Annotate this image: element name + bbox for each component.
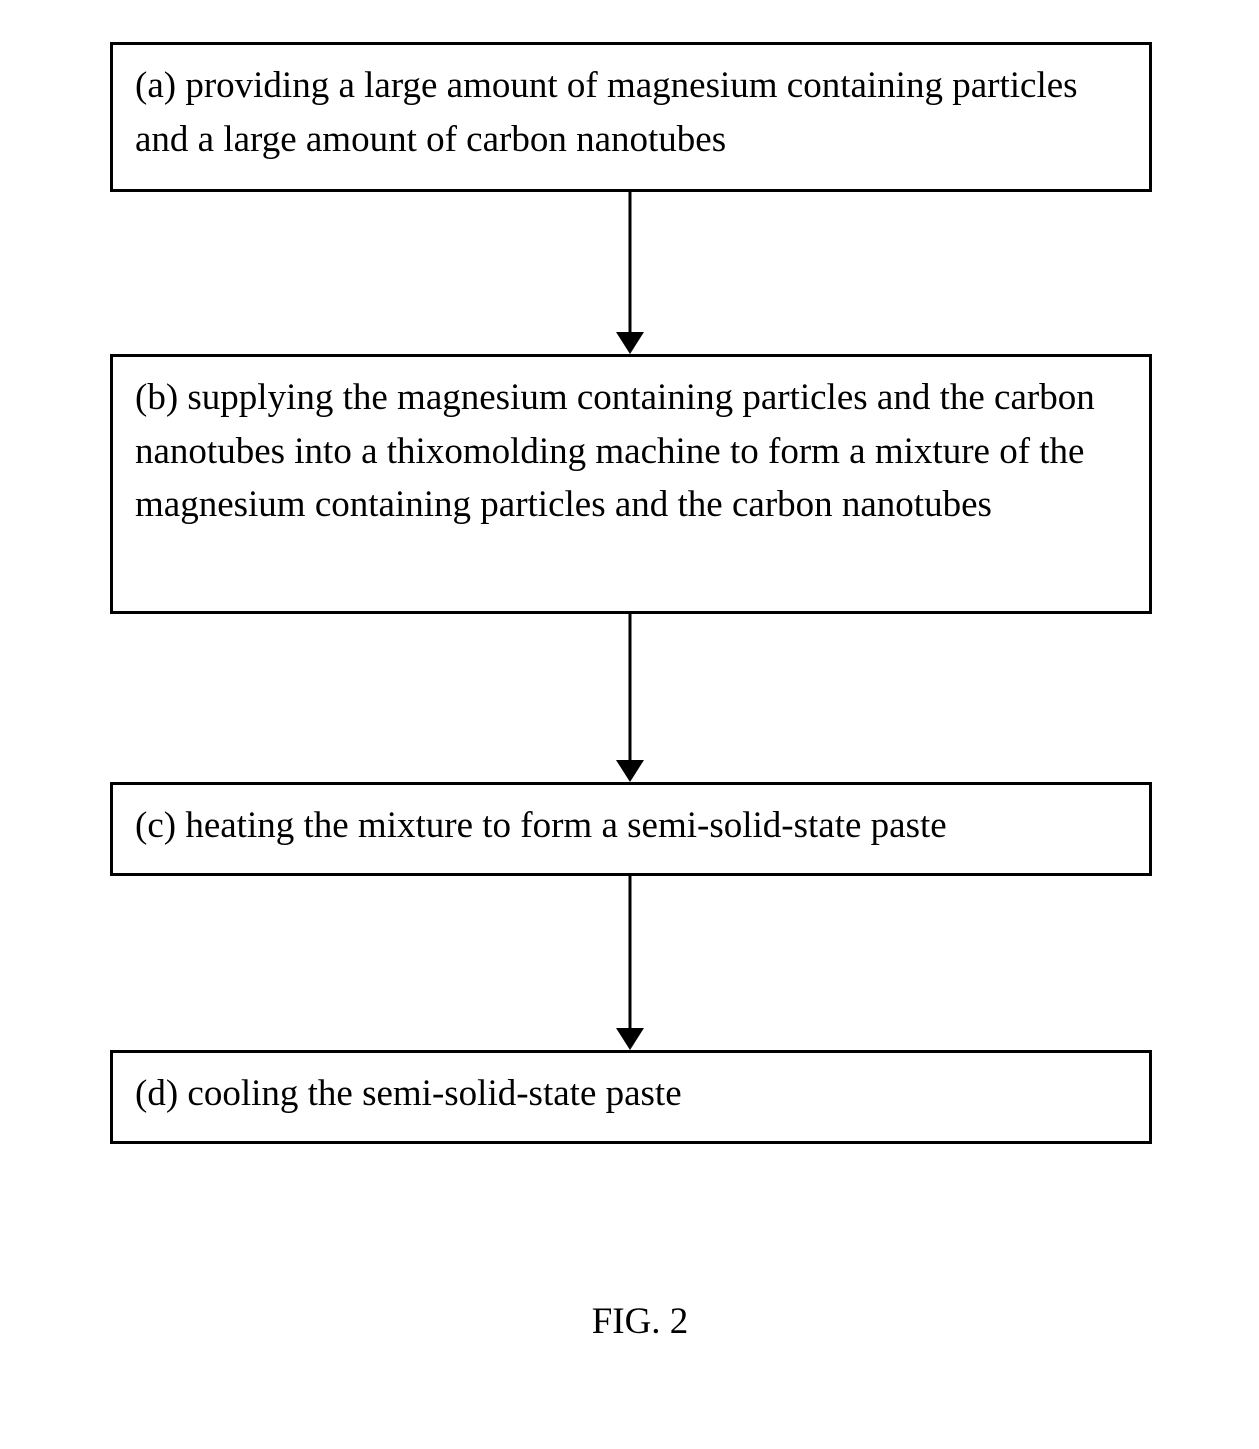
flow-edge-a-b: [615, 192, 645, 354]
flow-node-b-label: (b) supplying the magnesium containing p…: [135, 377, 1095, 525]
flow-edge-b-c: [615, 614, 645, 782]
flow-node-d-label: (d) cooling the semi-solid-state paste: [135, 1073, 682, 1114]
flowchart-canvas: (a) providing a large amount of magnesiu…: [0, 0, 1259, 1449]
figure-caption: FIG. 2: [560, 1300, 720, 1343]
flow-node-a: (a) providing a large amount of magnesiu…: [110, 42, 1152, 192]
flow-node-b: (b) supplying the magnesium containing p…: [110, 354, 1152, 614]
flow-node-a-label: (a) providing a large amount of magnesiu…: [135, 65, 1078, 160]
flow-node-c: (c) heating the mixture to form a semi-s…: [110, 782, 1152, 876]
flow-node-c-label: (c) heating the mixture to form a semi-s…: [135, 805, 947, 846]
flow-node-d: (d) cooling the semi-solid-state paste: [110, 1050, 1152, 1144]
flow-edge-c-d: [615, 876, 645, 1050]
